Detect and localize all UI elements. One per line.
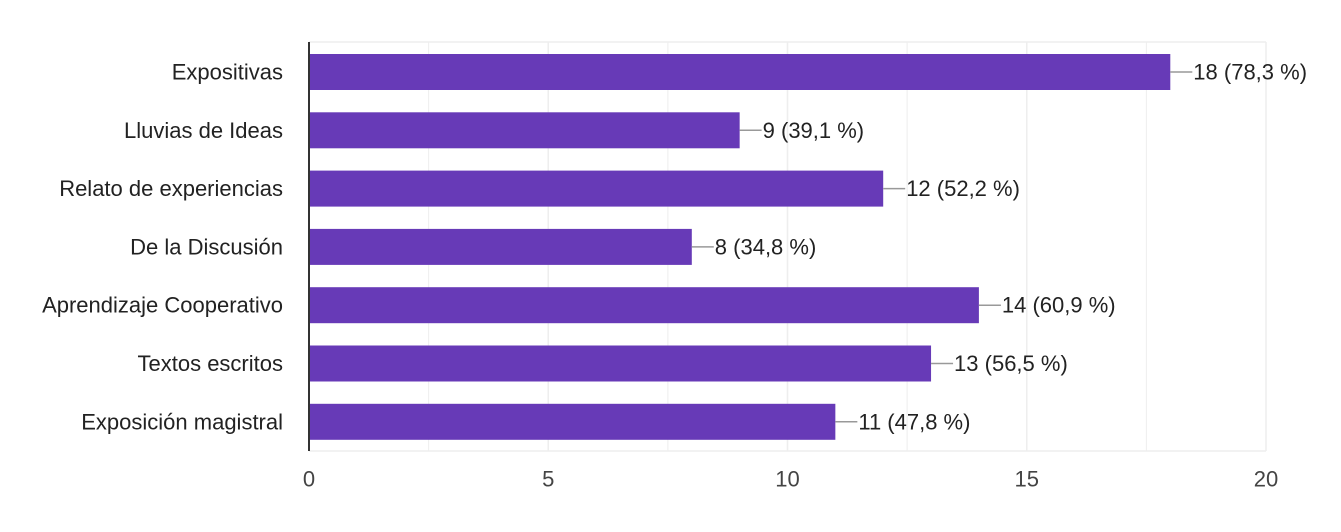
category-label: Relato de experiencias bbox=[59, 176, 283, 201]
bar bbox=[309, 287, 979, 324]
x-tick-label: 5 bbox=[542, 467, 554, 492]
data-label: 8 (34,8 %) bbox=[715, 234, 817, 259]
bar bbox=[309, 170, 884, 207]
bar bbox=[309, 403, 836, 440]
category-label: Textos escritos bbox=[138, 351, 284, 376]
data-label: 12 (52,2 %) bbox=[906, 176, 1020, 201]
category-label: De la Discusión bbox=[130, 234, 283, 259]
label-layer: 18 (78,3 %) Expositivas 9 (39,1 %) Lluvias … bbox=[42, 60, 1307, 435]
grid-layer bbox=[309, 41, 1267, 452]
x-tick-label: 15 bbox=[1015, 467, 1039, 492]
x-tick-label: 10 bbox=[775, 467, 799, 492]
x-tick-label: 20 bbox=[1254, 467, 1278, 492]
bar bbox=[309, 345, 932, 382]
bar bbox=[309, 112, 740, 149]
bar bbox=[309, 228, 692, 265]
data-label: 13 (56,5 %) bbox=[954, 351, 1068, 376]
category-label: Lluvias de Ideas bbox=[124, 118, 283, 143]
data-label: 11 (47,8 %) bbox=[858, 409, 970, 434]
category-label: Expositivas bbox=[172, 60, 283, 85]
axis-layer: 0 5 10 15 20 bbox=[303, 42, 1278, 492]
category-label: Aprendizaje Cooperativo bbox=[42, 293, 283, 318]
category-label: Exposición magistral bbox=[81, 409, 283, 434]
data-label: 18 (78,3 %) bbox=[1193, 60, 1307, 85]
data-label: 9 (39,1 %) bbox=[763, 118, 865, 143]
bar-layer bbox=[309, 54, 1171, 440]
x-tick-label: 0 bbox=[303, 467, 315, 492]
data-label: 14 (60,9 %) bbox=[1002, 293, 1116, 318]
bar bbox=[309, 54, 1171, 90]
